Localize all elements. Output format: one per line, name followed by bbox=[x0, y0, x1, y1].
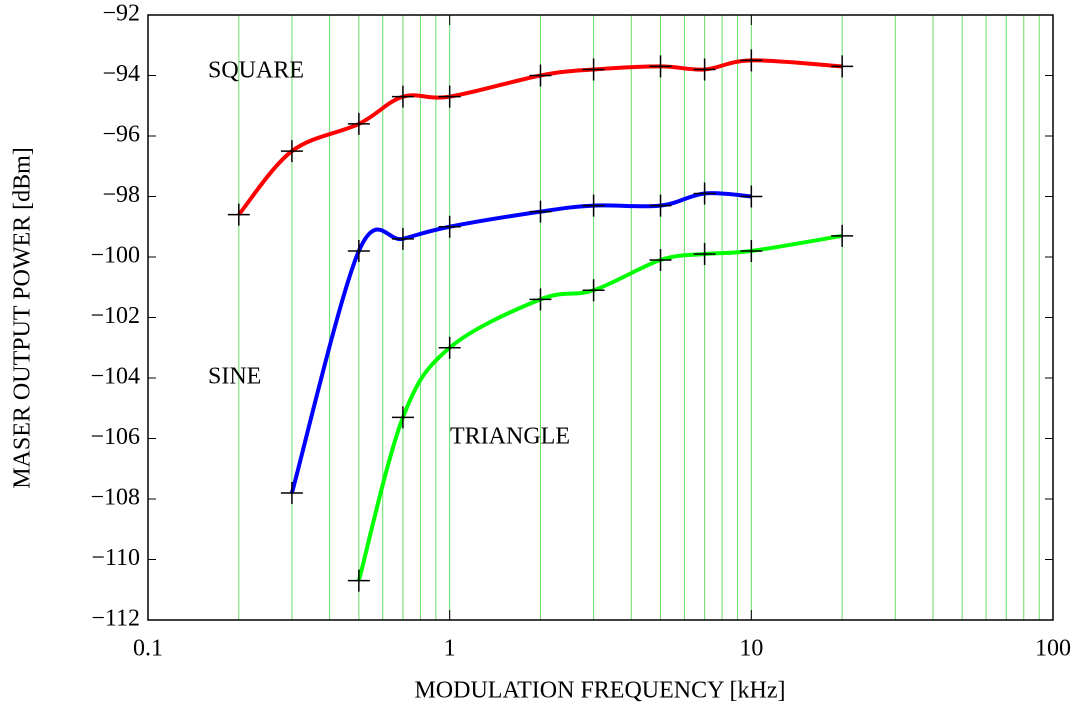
series-line bbox=[290, 191, 752, 494]
data-point bbox=[391, 227, 414, 250]
series-label: SQUARE bbox=[208, 58, 304, 84]
y-tick-label: −106 bbox=[90, 424, 140, 450]
data-point bbox=[438, 85, 461, 108]
data-point bbox=[740, 185, 763, 208]
data-point bbox=[391, 85, 414, 108]
series-label: SINE bbox=[208, 364, 261, 390]
data-point bbox=[347, 112, 370, 135]
y-tick-label: −112 bbox=[91, 606, 140, 632]
x-tick-label: 100 bbox=[1035, 636, 1071, 662]
plot-frame bbox=[147, 14, 1054, 621]
y-tick-label: −102 bbox=[90, 303, 140, 329]
data-point bbox=[740, 49, 763, 72]
series-line bbox=[356, 233, 843, 582]
x-tick-label: 1 bbox=[444, 636, 456, 662]
y-tick-label: −108 bbox=[90, 485, 140, 511]
data-point bbox=[582, 194, 605, 217]
data-point bbox=[391, 406, 414, 429]
y-tick-label: −94 bbox=[102, 61, 140, 87]
data-point bbox=[831, 224, 854, 247]
data-point bbox=[529, 200, 552, 223]
x-tick-label: 0.1 bbox=[133, 636, 163, 662]
data-point bbox=[693, 58, 716, 81]
data-point bbox=[347, 569, 370, 592]
x-axis-label: MODULATION FREQUENCY [kHz] bbox=[414, 678, 785, 704]
data-point bbox=[438, 336, 461, 359]
data-point bbox=[831, 55, 854, 78]
data-point bbox=[649, 249, 672, 272]
data-point bbox=[529, 288, 552, 311]
data-point bbox=[280, 481, 303, 504]
data-point bbox=[280, 140, 303, 163]
x-tick-label: 10 bbox=[739, 636, 763, 662]
y-tick-label: −110 bbox=[91, 545, 140, 571]
series-label: TRIANGLE bbox=[450, 424, 570, 450]
data-point bbox=[649, 55, 672, 78]
y-axis-label: MASER OUTPUT POWER [dBm] bbox=[10, 147, 36, 489]
y-tick-label: −104 bbox=[90, 364, 140, 390]
data-point bbox=[693, 182, 716, 205]
data-point bbox=[582, 58, 605, 81]
data-point bbox=[347, 239, 370, 262]
y-tick-label: −100 bbox=[90, 243, 140, 269]
data-point bbox=[582, 279, 605, 302]
data-point bbox=[438, 215, 461, 238]
data-point bbox=[529, 64, 552, 87]
data-point bbox=[227, 203, 250, 226]
data-point bbox=[649, 194, 672, 217]
y-tick-label: −98 bbox=[102, 182, 140, 208]
data-point bbox=[693, 242, 716, 265]
data-point bbox=[740, 239, 763, 262]
y-tick-label: −96 bbox=[102, 122, 140, 148]
y-tick-label: −92 bbox=[102, 1, 140, 27]
